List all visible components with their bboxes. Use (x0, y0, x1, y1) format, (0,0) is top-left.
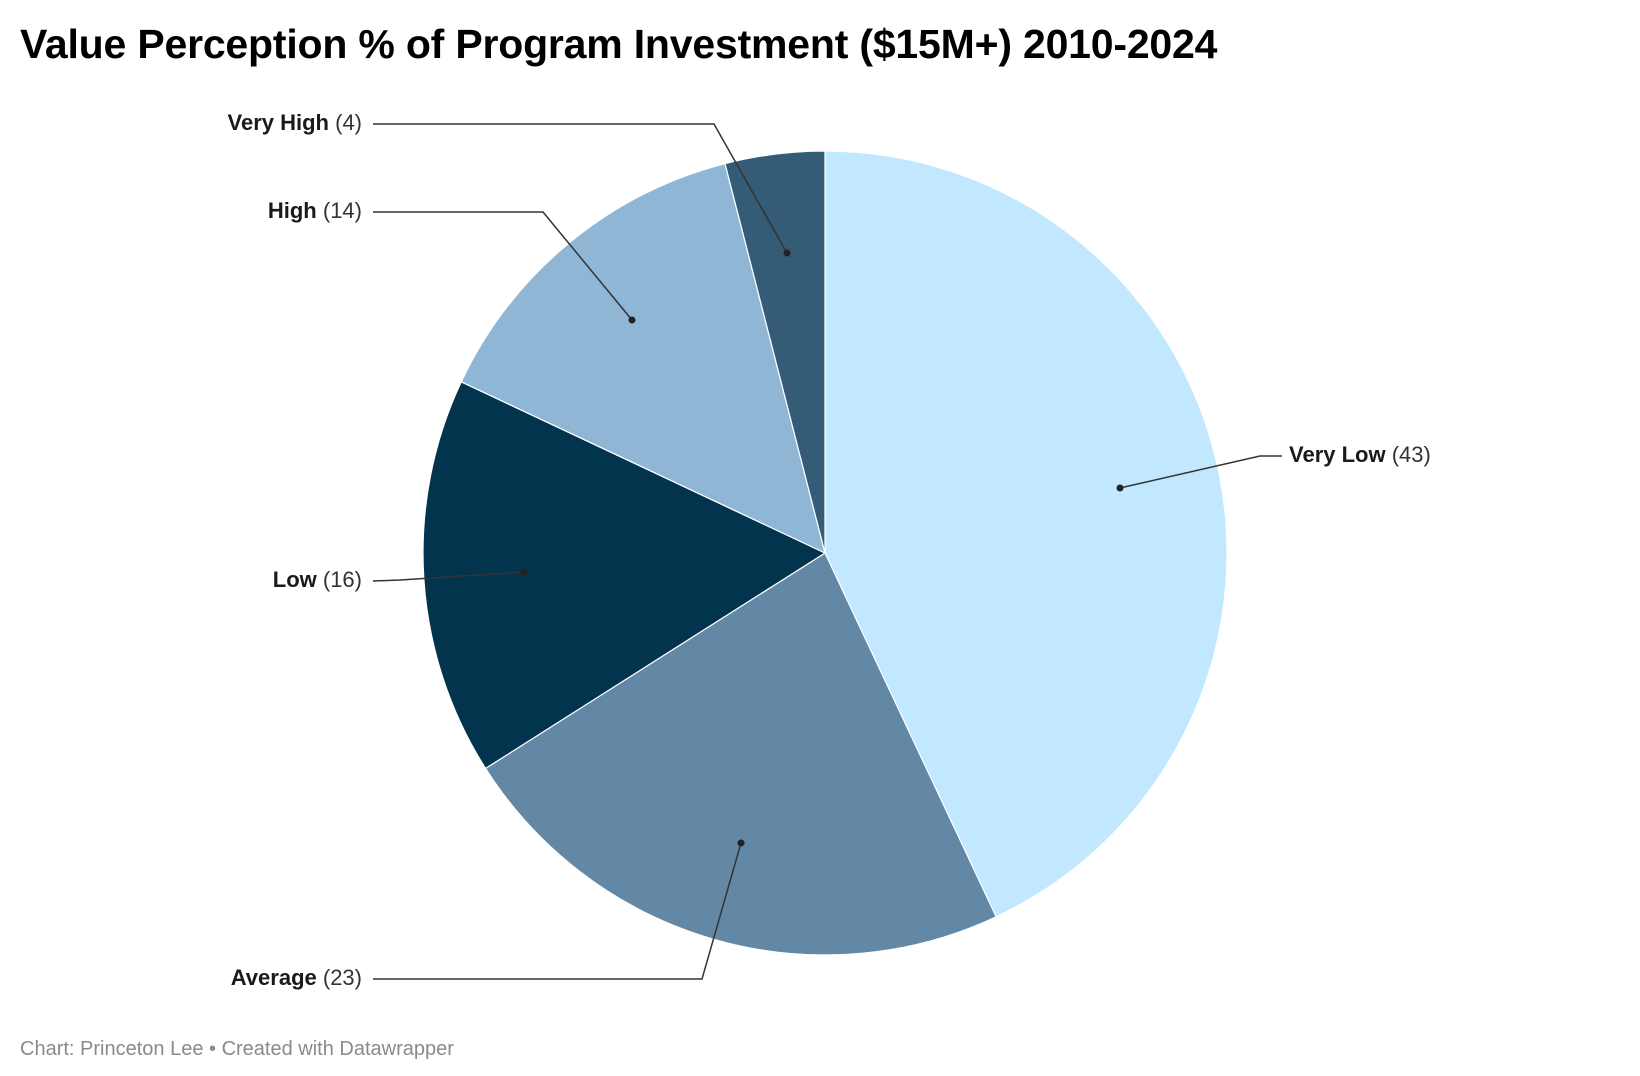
slice-label-low: Low (16) (273, 567, 362, 592)
leader-dot-high (628, 316, 636, 324)
slice-label-name: Very High (228, 110, 329, 135)
footer-separator: • (209, 1038, 217, 1060)
slice-label-value: (43) (1386, 442, 1431, 467)
slice-label-very-low: Very Low (43) (1289, 442, 1431, 467)
leader-line-very-low (1119, 455, 1282, 489)
leader-line-low (372, 571, 525, 582)
pie-slice-very-high[interactable] (724, 150, 826, 554)
leader-lines (372, 123, 1282, 980)
leader-line-high (373, 211, 633, 321)
slice-label-high: High (14) (268, 198, 362, 223)
slice-labels: Very Low (43) Average (23) Low (16) High (1… (228, 110, 1431, 990)
slice-label-very-high: Very High (4) (228, 110, 362, 135)
datawrapper-credit-link[interactable]: Created with Datawrapper (221, 1038, 454, 1060)
slice-label-value: (16) (317, 567, 362, 592)
slice-label-name: Very Low (1289, 442, 1386, 467)
chart-footer: Chart: Princeton Lee • Created with Data… (20, 1038, 454, 1061)
slice-label-value: (14) (317, 198, 362, 223)
slice-label-name: High (268, 198, 317, 223)
leader-dot-very-high (783, 249, 791, 257)
leader-line-very-high (373, 123, 788, 254)
leader-dot-very-low (1116, 484, 1124, 492)
slice-label-value: (23) (317, 965, 362, 990)
slice-label-name: Low (273, 567, 318, 592)
leader-dot-low (520, 568, 528, 576)
slice-label-average: Average (23) (231, 965, 362, 990)
slice-label-name: Average (231, 965, 317, 990)
leader-line-average (373, 842, 742, 980)
chart-source: Chart: Princeton Lee (20, 1038, 204, 1060)
slice-label-value: (4) (329, 110, 362, 135)
leader-dot-average (737, 839, 745, 847)
pie-slices (422, 150, 1228, 956)
chart-title: Value Perception % of Program Investment… (20, 21, 1218, 67)
